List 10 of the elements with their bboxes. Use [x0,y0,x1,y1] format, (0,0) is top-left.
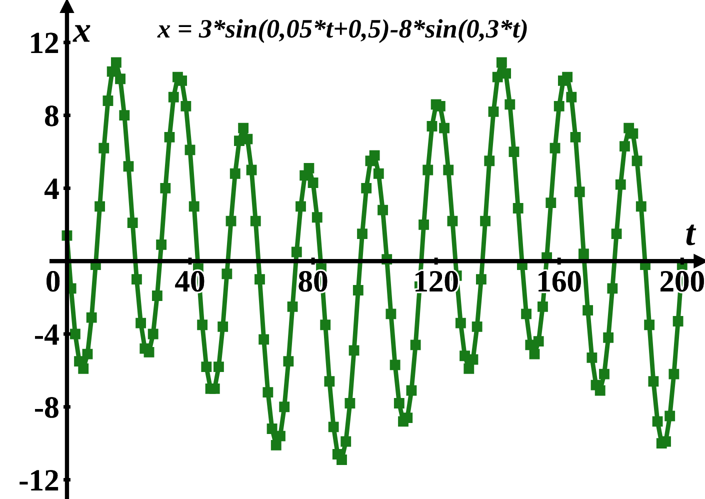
y-tick-label: 8 [45,106,58,126]
y-tick-label: 12 [31,32,58,54]
y-axis-title: x [72,25,90,42]
y-tick-label: -4 [35,324,59,345]
x-axis-title: t [686,224,696,246]
y-tick-label: -12 [20,470,58,490]
chart-title: x = 3*sin(0,05*t+0,5)-8*sin(0,3*t) [157,19,527,44]
y-tick-label: 4 [44,178,59,199]
x-tick-label: 0 [46,271,60,292]
y-tick-label: -8 [35,397,58,418]
